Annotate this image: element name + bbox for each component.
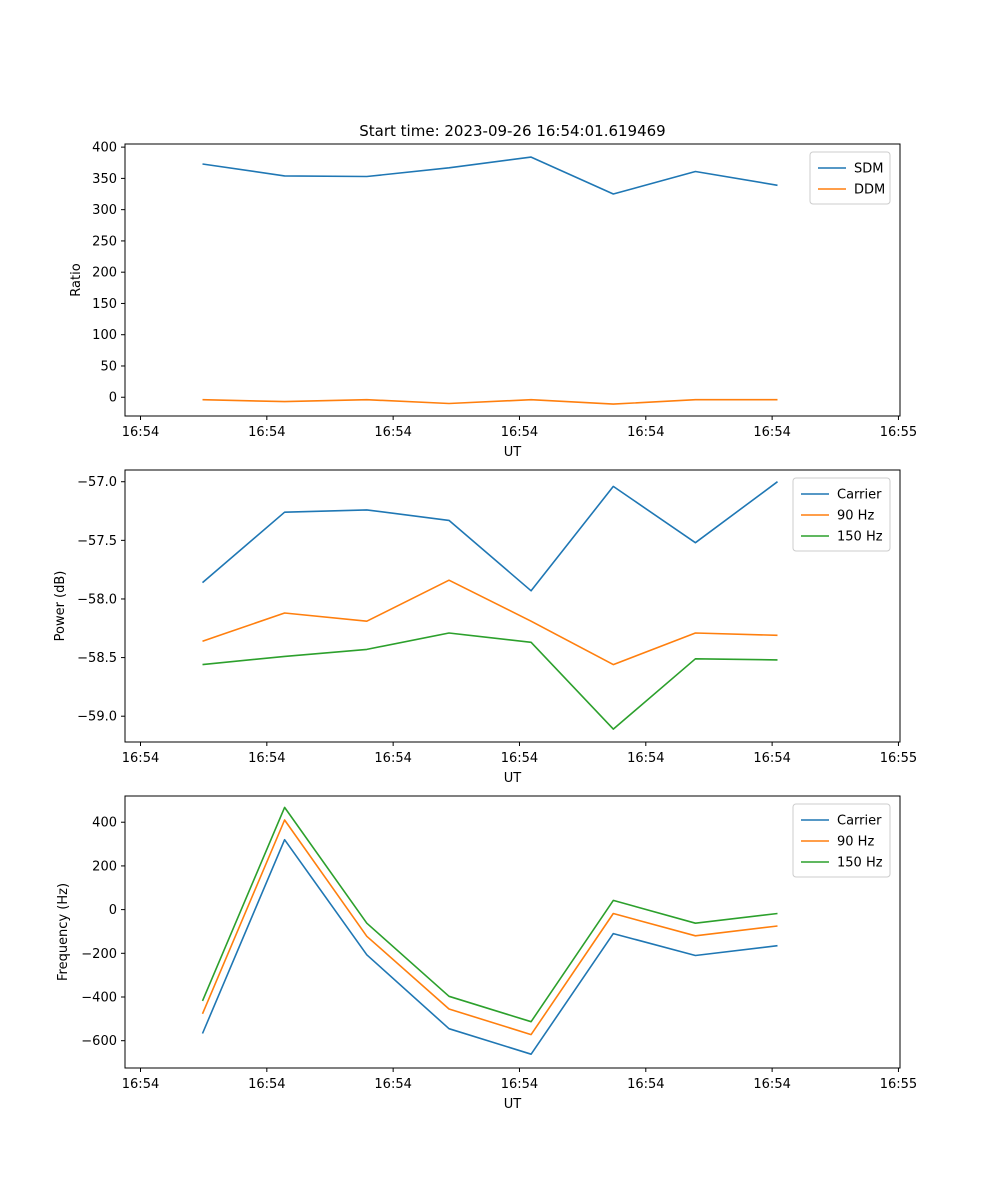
y-tick-label: −400 (81, 990, 117, 1005)
x-axis-label: UT (504, 1097, 522, 1112)
series-line-sdm (202, 156, 778, 195)
x-tick-label: 16:54 (122, 1077, 159, 1092)
x-tick-label: 16:54 (248, 1077, 285, 1092)
y-tick-label: 400 (92, 816, 117, 831)
x-tick-label: 16:54 (248, 425, 285, 440)
x-tick-label: 16:54 (627, 1077, 664, 1092)
x-axis-label: UT (504, 771, 522, 786)
x-tick-label: 16:54 (248, 751, 285, 766)
x-tick-label: 16:54 (374, 1077, 411, 1092)
series-line-150-hz (202, 632, 778, 730)
y-tick-label: −200 (81, 947, 117, 962)
plot-frame (124, 469, 901, 743)
y-tick-label: −58.0 (77, 592, 117, 607)
y-tick-label: −57.5 (77, 534, 117, 549)
x-tick-label: 16:54 (627, 425, 664, 440)
legend-label: DDM (854, 183, 885, 198)
x-tick-label: 16:54 (753, 425, 790, 440)
y-tick-label: 100 (92, 328, 117, 343)
y-tick-label: 400 (92, 141, 117, 156)
y-tick-label: 300 (92, 203, 117, 218)
x-tick-label: 16:54 (374, 751, 411, 766)
y-tick-label: −58.5 (77, 651, 117, 666)
series-line-ddm (202, 398, 778, 405)
legend-label: SDM (854, 162, 883, 177)
subplot-ratio: UT Ratio 16:54 16:54 16:54 16:54 16:54 16:54 1… (69, 141, 917, 460)
subplot-power: UT Power (dB) 16:54 16:54 16:54 16:54 16:54 1… (53, 469, 917, 786)
series-line-90-hz (201, 819, 778, 1036)
x-tick-label: 16:54 (122, 751, 159, 766)
x-tick-label: 16:54 (501, 425, 538, 440)
x-tick-label: 16:54 (122, 425, 159, 440)
x-axis-label: UT (504, 445, 522, 460)
legend: Carrier 90 Hz 150 Hz (792, 477, 891, 552)
chart-title: Start time: 2023-09-26 16:54:01.619469 (359, 122, 665, 140)
legend-label: Carrier (837, 488, 882, 503)
y-tick-label: 50 (100, 359, 117, 374)
series-line-150-hz (201, 806, 778, 1023)
y-tick-label: 200 (92, 859, 117, 874)
x-tick-label: 16:54 (753, 751, 790, 766)
y-tick-label: 350 (92, 172, 117, 187)
series-line-carrier (201, 838, 778, 1055)
y-axis-label: Frequency (Hz) (56, 883, 71, 981)
y-tick-label: 200 (92, 266, 117, 281)
series-line-90-hz (202, 579, 778, 666)
y-tick-label: 0 (109, 903, 117, 918)
legend: SDM DDM (809, 151, 891, 205)
legend-label: 90 Hz (837, 509, 874, 524)
y-axis-label: Power (dB) (53, 571, 68, 642)
y-tick-label: −59.0 (77, 710, 117, 725)
x-tick-label: 16:54 (501, 751, 538, 766)
legend: Carrier 90 Hz 150 Hz (792, 803, 891, 878)
x-tick-label: 16:55 (880, 425, 917, 440)
x-tick-label: 16:54 (627, 751, 664, 766)
y-axis-label: Ratio (69, 263, 84, 296)
x-tick-label: 16:54 (501, 1077, 538, 1092)
x-tick-label: 16:55 (880, 751, 917, 766)
plot-frame (124, 143, 901, 417)
y-tick-label: 150 (92, 297, 117, 312)
plot-frame (124, 795, 901, 1069)
y-tick-label: −57.0 (77, 475, 117, 490)
x-tick-label: 16:54 (753, 1077, 790, 1092)
series-line-carrier (201, 481, 778, 592)
legend-box (792, 477, 891, 552)
legend-box (809, 151, 891, 205)
x-tick-label: 16:55 (880, 1077, 917, 1092)
legend-label: 150 Hz (837, 856, 883, 871)
y-tick-label: 0 (109, 391, 117, 406)
legend-label: Carrier (837, 814, 882, 829)
y-tick-label: 250 (92, 234, 117, 249)
x-tick-label: 16:54 (374, 425, 411, 440)
legend-box (792, 803, 891, 878)
y-tick-label: −600 (81, 1034, 117, 1049)
subplot-frequency: UT Frequency (Hz) 16:54 16:54 16:54 16:54 16… (56, 795, 917, 1112)
legend-label: 90 Hz (837, 835, 874, 850)
legend-label: 150 Hz (837, 530, 883, 545)
